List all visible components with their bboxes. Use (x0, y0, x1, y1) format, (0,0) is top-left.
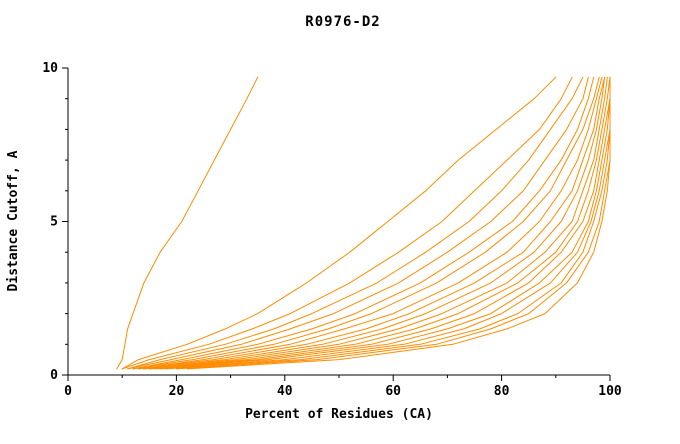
curve-model-07 (132, 76, 600, 370)
curve-model-06 (132, 76, 595, 370)
axis-lines (67, 68, 610, 376)
curve-model-08 (138, 76, 603, 370)
curves (116, 76, 611, 370)
y-tick-label: 0 (50, 368, 58, 383)
x-tick-label: 40 (277, 384, 293, 399)
curve-model-03 (121, 76, 573, 370)
curve-model-18 (186, 76, 611, 370)
curve-model-11 (143, 76, 608, 370)
x-tick-label: 0 (64, 384, 72, 399)
curve-model-04 (127, 76, 584, 370)
curve-model-13 (148, 76, 611, 370)
chart-title: R0976-D2 (305, 14, 380, 30)
axes: 0 20 40 60 80 100 0 5 10 (42, 61, 622, 399)
x-tick-label: 20 (169, 384, 185, 399)
y-axis-label: Distance Cutoff, A (6, 150, 21, 291)
x-tick-label: 60 (385, 384, 401, 399)
x-axis-label: Percent of Residues (CA) (245, 407, 433, 422)
curve-model-14 (154, 76, 611, 370)
x-tick-label: 100 (598, 384, 622, 399)
curve-model-02 (121, 76, 557, 370)
curve-model-01 (116, 76, 259, 370)
y-tick-label: 5 (50, 215, 58, 230)
x-tick-label: 80 (494, 384, 510, 399)
curve-model-05 (127, 76, 589, 370)
curve-model-09 (138, 76, 606, 370)
curve-model-12 (148, 76, 611, 370)
y-tick-label: 10 (42, 61, 58, 76)
curve-model-10 (143, 76, 606, 370)
curve-model-15 (159, 76, 611, 370)
